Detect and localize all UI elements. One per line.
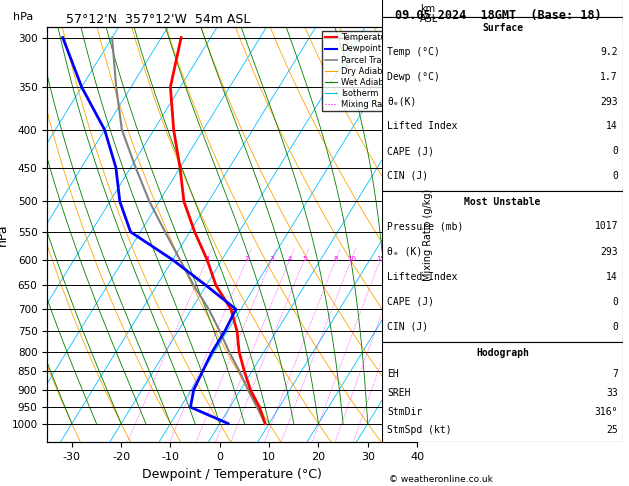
Text: 33: 33 bbox=[606, 388, 618, 398]
X-axis label: Dewpoint / Temperature (°C): Dewpoint / Temperature (°C) bbox=[142, 468, 322, 481]
Text: Hodograph: Hodograph bbox=[476, 348, 529, 358]
Text: 0: 0 bbox=[612, 297, 618, 307]
Text: StmDir: StmDir bbox=[387, 407, 423, 417]
Text: 3: 3 bbox=[270, 256, 274, 262]
Text: SREH: SREH bbox=[387, 388, 411, 398]
Text: 20: 20 bbox=[398, 256, 406, 262]
Text: 1017: 1017 bbox=[594, 222, 618, 231]
Text: CIN (J): CIN (J) bbox=[387, 322, 428, 332]
Text: CAPE (J): CAPE (J) bbox=[387, 297, 434, 307]
Text: 10: 10 bbox=[347, 256, 356, 262]
Text: 1: 1 bbox=[205, 256, 209, 262]
Text: 25: 25 bbox=[415, 256, 423, 262]
Text: Most Unstable: Most Unstable bbox=[464, 197, 541, 207]
Text: 1LCL: 1LCL bbox=[425, 392, 447, 401]
Text: 14: 14 bbox=[606, 272, 618, 282]
Text: 7: 7 bbox=[612, 369, 618, 380]
Text: Surface: Surface bbox=[482, 22, 523, 33]
Text: CIN (J): CIN (J) bbox=[387, 171, 428, 181]
Text: 25: 25 bbox=[606, 425, 618, 435]
Text: 4: 4 bbox=[288, 256, 292, 262]
Text: θₑ(K): θₑ(K) bbox=[387, 97, 416, 106]
Text: 2: 2 bbox=[245, 256, 249, 262]
FancyBboxPatch shape bbox=[382, 0, 623, 17]
Text: 09.05.2024  18GMT  (Base: 18): 09.05.2024 18GMT (Base: 18) bbox=[395, 9, 601, 22]
Text: Lifted Index: Lifted Index bbox=[387, 272, 458, 282]
Text: 316°: 316° bbox=[594, 407, 618, 417]
FancyBboxPatch shape bbox=[382, 342, 623, 442]
Text: StmSpd (kt): StmSpd (kt) bbox=[387, 425, 452, 435]
Text: hPa: hPa bbox=[13, 12, 33, 22]
Text: 1.7: 1.7 bbox=[600, 72, 618, 82]
FancyBboxPatch shape bbox=[382, 191, 623, 342]
Text: 9.2: 9.2 bbox=[600, 47, 618, 57]
Text: © weatheronline.co.uk: © weatheronline.co.uk bbox=[389, 474, 493, 484]
Text: 14: 14 bbox=[606, 122, 618, 131]
Text: 5: 5 bbox=[303, 256, 307, 262]
Text: 0: 0 bbox=[612, 322, 618, 332]
FancyBboxPatch shape bbox=[382, 17, 623, 191]
Text: 15: 15 bbox=[376, 256, 385, 262]
Text: θₑ (K): θₑ (K) bbox=[387, 246, 423, 257]
Text: Temp (°C): Temp (°C) bbox=[387, 47, 440, 57]
Text: Lifted Index: Lifted Index bbox=[387, 122, 458, 131]
Text: EH: EH bbox=[387, 369, 399, 380]
Text: 0: 0 bbox=[612, 146, 618, 156]
Text: CAPE (J): CAPE (J) bbox=[387, 146, 434, 156]
Text: 8: 8 bbox=[334, 256, 338, 262]
Y-axis label: hPa: hPa bbox=[0, 223, 9, 246]
Text: 293: 293 bbox=[600, 246, 618, 257]
Text: Mixing Ratio (g/kg): Mixing Ratio (g/kg) bbox=[423, 189, 433, 280]
Text: Pressure (mb): Pressure (mb) bbox=[387, 222, 464, 231]
Text: 0: 0 bbox=[612, 171, 618, 181]
Text: Dewp (°C): Dewp (°C) bbox=[387, 72, 440, 82]
Text: km
ASL: km ASL bbox=[420, 3, 438, 24]
Legend: Temperature, Dewpoint, Parcel Trajectory, Dry Adiabat, Wet Adiabat, Isotherm, Mi: Temperature, Dewpoint, Parcel Trajectory… bbox=[323, 31, 413, 111]
Text: kt: kt bbox=[403, 33, 413, 42]
Text: 57°12'N  357°12'W  54m ASL: 57°12'N 357°12'W 54m ASL bbox=[65, 13, 250, 26]
Text: 293: 293 bbox=[600, 97, 618, 106]
